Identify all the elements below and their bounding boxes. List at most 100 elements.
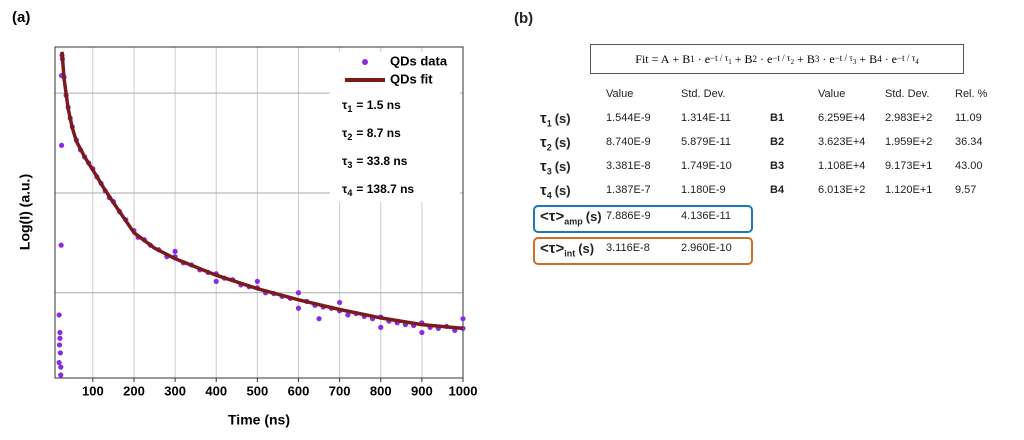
table-cell: 5.879E-11: [681, 136, 731, 148]
column-header: Value: [606, 88, 634, 100]
equation-op: · e: [694, 51, 711, 66]
equation-part: 4: [877, 54, 882, 64]
summary-box: [533, 205, 753, 233]
equation-part: −t / τ: [834, 52, 853, 63]
annotation-part: 3: [347, 160, 352, 170]
data-point: [345, 312, 351, 318]
annotation-part: 4: [347, 188, 352, 198]
data-point: [58, 142, 65, 148]
row-label-part: (s): [585, 209, 602, 224]
row-label-part: 1: [546, 118, 552, 129]
equation-op: · e: [881, 51, 898, 66]
data-point: [419, 329, 425, 336]
data-point: [213, 278, 219, 285]
data-point: [254, 278, 260, 285]
data-point: [172, 248, 178, 254]
table-cell: 6.259E+4: [818, 112, 866, 124]
x-tick-label: 900: [411, 383, 433, 398]
table-cell: B3: [770, 160, 785, 172]
table-cell: 1.387E-7: [606, 184, 651, 196]
equation-part: B: [869, 51, 878, 66]
legend-label: QDs data: [390, 53, 448, 68]
equation-part: B: [682, 51, 691, 66]
table-cell: 1.120E+1: [885, 184, 933, 196]
row-label-part: amp: [564, 216, 583, 227]
row-label-part: 3: [546, 166, 552, 177]
annotation-part: = 138.7 ns: [356, 182, 414, 196]
data-point: [58, 364, 64, 370]
data-point: [378, 324, 384, 330]
data-point: [57, 329, 63, 336]
row-label: τ4 (s): [540, 182, 571, 201]
equation-exp: −t / τ1: [710, 53, 732, 66]
equation-op: +: [669, 51, 683, 66]
data-point: [56, 312, 62, 318]
summary-box: [533, 237, 753, 265]
y-axis-title: Log(I) (a.u.): [17, 174, 33, 250]
data-point: [56, 342, 63, 348]
legend-bg: [330, 52, 460, 202]
table-cell: 9.173E+1: [885, 160, 933, 172]
row-label-part: τ: [540, 110, 547, 127]
equation-part: 1: [728, 57, 732, 66]
row-label-part: (s): [554, 159, 571, 174]
row-label-part: (s): [578, 241, 595, 256]
table-cell: 3.381E-8: [606, 160, 651, 172]
equation-part: 4: [915, 57, 919, 66]
equation-part: 1: [690, 54, 695, 64]
table-cell: 1.180E-9: [681, 184, 726, 196]
row-label-part: 4: [546, 190, 552, 201]
annotation-part: τ: [342, 154, 348, 168]
equation-exp: −t / τ4: [897, 53, 919, 66]
table-cell: 36.34: [955, 136, 983, 148]
table-cell: 1.959E+2: [885, 136, 933, 148]
table-cell: B4: [770, 184, 785, 196]
row-label-part: <τ>: [540, 240, 565, 257]
column-header: Std. Dev.: [885, 88, 930, 100]
data-point: [316, 316, 322, 322]
row-label: τ3 (s): [540, 158, 571, 177]
table-cell: 7.886E-9: [606, 210, 651, 222]
fit-line: [60, 51, 464, 331]
equation-op: +: [856, 51, 870, 66]
equation-exp: −t / τ2: [772, 53, 794, 66]
chart: (a) Time (ns) Log(I) (a.u.) 100 200 300 400…: [12, 9, 478, 428]
equation-part: −t / τ: [772, 52, 791, 63]
data-point: [295, 290, 302, 296]
row-label-part: (s): [554, 135, 571, 150]
table-cell: 43.00: [955, 160, 983, 172]
table-cell: 1.544E-9: [606, 112, 651, 124]
panel-label: (b): [514, 10, 534, 27]
annotation-part: = 8.7 ns: [356, 126, 401, 140]
annotation-part: 1: [347, 104, 352, 114]
x-tick-label: 300: [164, 383, 186, 398]
legend-marker: [362, 59, 368, 65]
table-cell: 1.749E-10: [681, 160, 732, 172]
row-label-part: 2: [546, 142, 552, 153]
table-cell: 1.108E+4: [818, 160, 866, 172]
equation-part: −t / τ: [897, 52, 916, 63]
plot-frame: [54, 46, 464, 379]
row-label-part: τ: [540, 182, 547, 199]
data-point: [56, 359, 62, 366]
legend-label: QDs fit: [390, 71, 433, 86]
annotation-part: τ: [342, 182, 348, 196]
x-tick-label: 600: [288, 383, 310, 398]
equation-part: −t / τ: [710, 52, 729, 63]
row-label-part: <τ>: [540, 208, 565, 225]
data-point: [58, 242, 64, 248]
equation-op: · e: [757, 51, 773, 66]
equation-part: 2: [752, 54, 758, 64]
equation-op: +: [731, 51, 745, 66]
x-tick-label: 200: [123, 383, 145, 398]
row-label-part: (s): [554, 111, 571, 126]
row-label-part: τ: [540, 158, 547, 175]
annotation: τ2 = 8.7 ns: [342, 126, 401, 142]
table-cell: 3.116E-8: [606, 242, 650, 254]
equation-part: 3: [814, 54, 820, 64]
equation-part: B: [744, 51, 753, 66]
x-axis-title: Time (ns): [228, 412, 290, 428]
x-tick-label: 1000: [449, 383, 478, 398]
annotation-part: = 1.5 ns: [356, 98, 401, 112]
